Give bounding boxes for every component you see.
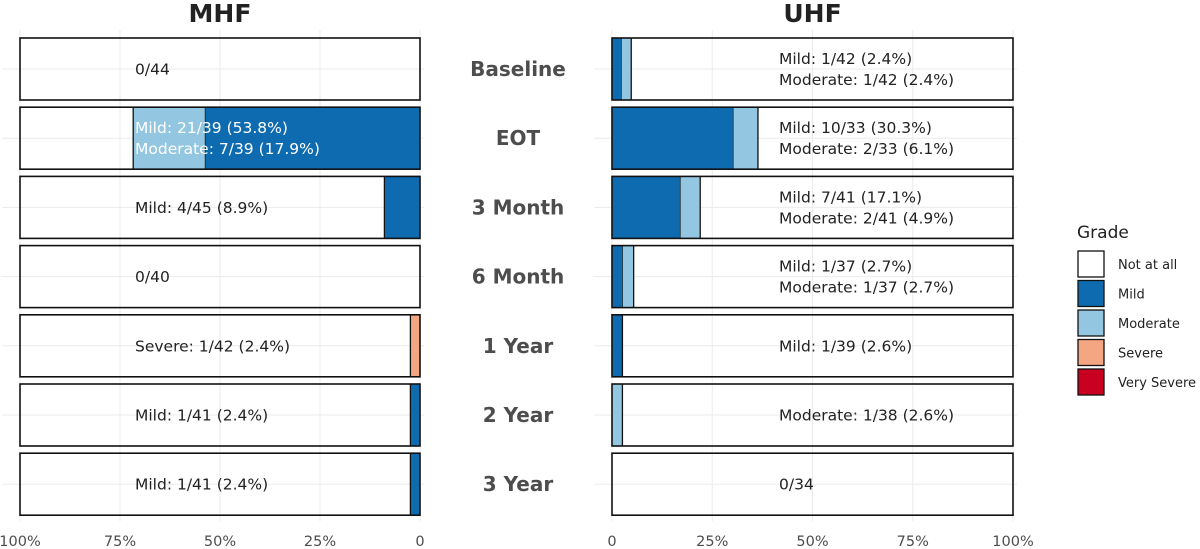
mhf-tick-label: 0 [415, 534, 424, 549]
mhf-bar-2-year-mild [410, 384, 420, 446]
bars [19, 37, 1014, 517]
bar-labels: 0/44 Mild: 21/39 (53.8%) Moderate: 7/39 (1… [135, 50, 954, 494]
mhf-tick-label: 50% [204, 534, 236, 549]
uhf-tick-label: 100% [992, 534, 1033, 549]
uhf-bar-baseline-mild [612, 38, 622, 100]
uhf-bar-outline-6-month [611, 244, 1014, 309]
mhf-bar-outline-baseline [19, 37, 421, 101]
uhf-bar-eot-moderate [733, 107, 758, 170]
legend-label-severe: Severe [1118, 347, 1163, 362]
uhf-panel-title: UHF [783, 0, 841, 28]
mhf-bar-label-6-month: 0/40 [135, 268, 170, 286]
category-label-3-year: 3 Year [483, 472, 554, 496]
category-label-1-year: 1 Year [483, 334, 554, 358]
axes: MHF 100% 75% 50% 25% 0 UHF 0 25% 50% 75% 100% Baseli… [0, 0, 1034, 549]
mhf-bar-outline-1-year [19, 313, 421, 378]
category-label-2-year: 2 Year [483, 403, 554, 427]
mhf-bar-label-eot: Mild: 21/39 (53.8%) [135, 119, 288, 137]
legend-label-very-severe: Very Severe [1118, 376, 1196, 391]
uhf-bar-2-year-moderate [612, 384, 623, 446]
uhf-bar-outline-3-year [611, 452, 1014, 517]
category-label-3-month: 3 Month [472, 195, 565, 219]
legend-title: Grade [1077, 223, 1129, 243]
mhf-panel-title: MHF [189, 0, 252, 28]
uhf-tick-label: 75% [897, 534, 929, 549]
mhf-bar-outline-eot [19, 106, 421, 170]
uhf-bar-3-month-mild [612, 176, 681, 239]
legend-label-moderate: Moderate [1118, 317, 1180, 332]
uhf-bar-label-3-month: Moderate: 2/41 (4.9%) [779, 209, 954, 227]
uhf-bar-label-3-year: 0/34 [779, 476, 814, 494]
mhf-bar-3-year-mild [410, 453, 420, 516]
uhf-bar-3-month-moderate [680, 176, 701, 239]
mhf-bar-label-3-year: Mild: 1/41 (2.4%) [135, 476, 268, 494]
legend-key-mild [1077, 279, 1105, 308]
mhf-bar-outline-6-month [19, 244, 421, 309]
legend-key-not-at-all [1077, 250, 1105, 278]
mhf-bar-outline-2-year [19, 383, 421, 447]
uhf-tick-label: 25% [696, 534, 728, 549]
uhf-bar-6-month-moderate [622, 245, 634, 308]
category-label-baseline: Baseline [470, 57, 566, 81]
mhf-bar-3-month-mild [384, 176, 420, 239]
mhf-bar-eot-moderate [133, 107, 205, 170]
mhf-bar-label-eot: Moderate: 7/39 (17.9%) [135, 140, 320, 158]
mhf-tick-label: 100% [0, 534, 41, 549]
legend: Grade Not at all Mild Moderate Severe Very Se… [1077, 223, 1196, 396]
uhf-bar-label-2-year: Moderate: 1/38 (2.6%) [779, 407, 954, 425]
legend-key-severe [1077, 338, 1105, 367]
uhf-bar-outline-1-year [611, 313, 1014, 378]
uhf-bar-outline-baseline [611, 37, 1014, 101]
uhf-bar-1-year-mild [612, 314, 623, 377]
uhf-bar-label-6-month: Mild: 1/37 (2.7%) [779, 258, 912, 276]
category-label-eot: EOT [496, 126, 541, 150]
uhf-bar-label-6-month: Moderate: 1/37 (2.7%) [779, 279, 954, 297]
uhf-bar-eot-mild [612, 107, 734, 170]
uhf-bar-label-eot: Mild: 10/33 (30.3%) [779, 119, 932, 137]
mhf-tick-label: 25% [304, 534, 336, 549]
uhf-bar-outline-eot [611, 106, 1014, 170]
mhf-bar-label-2-year: Mild: 1/41 (2.4%) [135, 407, 268, 425]
mhf-bar-eot-mild [204, 107, 420, 170]
mhf-bar-outline-3-year [19, 452, 421, 517]
legend-key-moderate [1077, 309, 1105, 337]
uhf-tick-label: 0 [607, 534, 616, 549]
category-label-6-month: 6 Month [472, 265, 565, 289]
uhf-bar-label-baseline: Mild: 1/42 (2.4%) [779, 50, 912, 68]
uhf-bar-label-eot: Moderate: 2/33 (6.1%) [779, 140, 954, 158]
mhf-tick-label: 75% [104, 534, 136, 549]
mhf-bar-label-baseline: 0/44 [135, 61, 170, 79]
uhf-bar-label-3-month: Mild: 7/41 (17.1%) [779, 188, 922, 206]
uhf-bar-6-month-mild [612, 245, 623, 308]
uhf-bar-label-1-year: Mild: 1/39 (2.6%) [779, 337, 912, 355]
legend-label-mild: Mild [1118, 288, 1145, 303]
legend-key-very-severe [1077, 368, 1105, 396]
uhf-bar-baseline-moderate [621, 38, 632, 100]
uhf-bar-outline-3-month [611, 175, 1014, 240]
mhf-bar-1-year-severe [410, 314, 420, 377]
uhf-bar-outline-2-year [611, 383, 1014, 447]
legend-label-not-at-all: Not at all [1118, 258, 1177, 273]
mhf-bar-label-3-month: Mild: 4/45 (8.9%) [135, 199, 268, 217]
uhf-bar-label-baseline: Moderate: 1/42 (2.4%) [779, 71, 954, 89]
mhf-bar-label-1-year: Severe: 1/42 (2.4%) [135, 337, 290, 355]
uhf-tick-label: 50% [796, 534, 828, 549]
mhf-bar-outline-3-month [19, 175, 421, 240]
